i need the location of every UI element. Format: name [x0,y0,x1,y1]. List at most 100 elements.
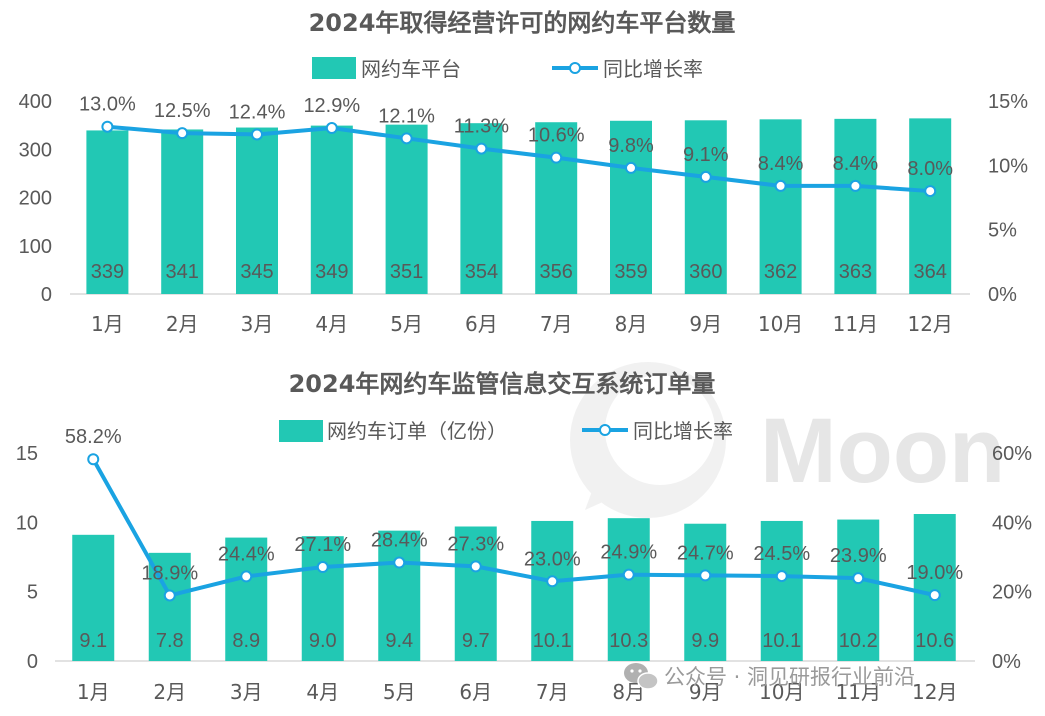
growth-point [550,151,563,164]
category-label: 12月 [912,680,957,704]
growth-point [393,556,406,569]
bar [610,120,652,294]
growth-value-label: 9.8% [608,135,654,157]
growth-point [240,570,253,583]
bar-value-label: 345 [240,261,273,283]
bar-value-label: 9.9 [691,630,719,652]
growth-value-label: 12.5% [154,100,211,122]
growth-point [316,561,329,574]
bar [310,125,353,294]
growth-point [775,570,788,583]
chart1-point-labels: 13.0% 12.5% 12.4% 12.9% 12.1% 11.3% 10.6% 9.8% 9… [79,94,953,180]
growth-point [469,560,482,573]
growth-point [251,128,263,141]
bar [86,130,129,294]
category-label: 11月 [836,680,881,704]
right-tick-label: 60% [992,443,1032,465]
chart1-right-axis: 0% 5% 10% 15% [988,91,1028,306]
growth-point [101,120,114,133]
growth-value-label: 19.0% [906,562,963,584]
bar [909,118,952,295]
bar [531,520,574,661]
watermark: Moon [570,362,1005,518]
category-label: 10月 [759,680,804,704]
growth-point [924,185,937,198]
category-label: 5月 [383,680,416,704]
growth-value-label: 11.3% [454,116,509,138]
category-label: 7月 [540,312,573,336]
category-label: 6月 [459,680,492,704]
bar-value-label: 10.3 [609,630,648,652]
bar [834,118,877,294]
bar [684,120,727,294]
category-label: 1月 [77,680,110,704]
growth-value-label: 12.4% [229,101,286,123]
left-tick-label: 15 [16,443,38,465]
growth-value-label: 24.7% [677,542,734,564]
category-label: 9月 [689,312,722,336]
right-tick-label: 0% [988,284,1017,306]
chart2-point-labels: 58.2% 18.9% 24.4% 27.1% 28.4% 27.3% 23.0% 24.9%… [65,426,963,584]
category-label: 8月 [615,312,648,336]
source-watermark: 公众号 · 洞见研报行业前沿 [624,663,915,690]
growth-value-label: 27.1% [294,534,351,556]
chart2-legend: 网约车订单（亿份） 同比增长率 [279,419,733,443]
bar-value-label: 339 [91,261,124,283]
chart2-legend-line-marker [599,424,611,436]
chart2-legend-line-label: 同比增长率 [633,419,733,443]
growth-value-label: 58.2% [65,426,122,448]
growth-point [849,179,862,192]
growth-point [325,122,338,135]
bar-value-label: 364 [914,261,947,283]
growth-value-label: 9.1% [683,144,729,166]
category-label: 9月 [689,680,722,704]
bar [72,534,115,661]
growth-value-label: 8.0% [907,158,953,180]
chart1-bars [86,118,952,295]
bar-value-label: 341 [166,261,199,283]
bar [913,514,956,661]
bar-value-label: 362 [764,261,797,283]
left-tick-label: 400 [19,91,52,113]
chart1-legend-bar-label: 网约车平台 [361,57,461,81]
chart1-left-axis: 0 100 200 300 400 [19,91,52,306]
bar-value-label: 351 [390,261,423,283]
bar [301,536,344,661]
chart1-title: 2024年取得经营许可的网约车平台数量 [309,9,736,37]
growth-value-label: 23.9% [830,545,887,567]
bar [385,124,428,294]
bar-value-label: 9.7 [462,630,490,652]
right-tick-label: 10% [988,155,1028,177]
chart2-left-axis: 0 5 10 15 [16,443,38,673]
growth-value-label: 12.9% [303,95,360,117]
growth-value-label: 18.9% [141,562,198,584]
chart1-legend-line-label: 同比增长率 [603,57,703,81]
category-label: 6月 [465,312,498,336]
bar [684,523,727,661]
growth-point [699,170,712,183]
chart2-legend-bar-label: 网约车订单（亿份） [327,419,507,443]
chart1-legend-bar-swatch [312,57,356,79]
growth-point [400,132,413,145]
left-tick-label: 5 [27,582,38,604]
growth-point [546,575,559,588]
moon-logo-icon [570,362,726,518]
bar-value-label: 363 [839,261,872,283]
growth-value-label: 8.4% [833,153,879,175]
category-label: 12月 [907,312,952,336]
category-label: 4月 [306,680,339,704]
bar-value-label: 354 [465,261,498,283]
right-tick-label: 40% [992,512,1032,534]
growth-value-label: 24.4% [218,543,275,565]
bar-value-label: 8.9 [232,630,260,652]
chart1-categories: 1月 2月 3月 4月 5月 6月 7月 8月 9月 10月 11月 12月 [91,312,953,336]
growth-value-label: 24.5% [753,543,810,565]
growth-line [107,124,931,194]
bar [760,520,803,661]
chart2-categories: 1月 2月 3月 4月 5月 6月 7月 8月 9月 10月 11月 12月 [77,680,958,704]
bar-value-label: 349 [315,261,348,283]
bar [378,530,421,661]
category-label: 1月 [91,312,124,336]
bar-value-label: 10.1 [533,630,572,652]
category-label: 5月 [390,312,423,336]
